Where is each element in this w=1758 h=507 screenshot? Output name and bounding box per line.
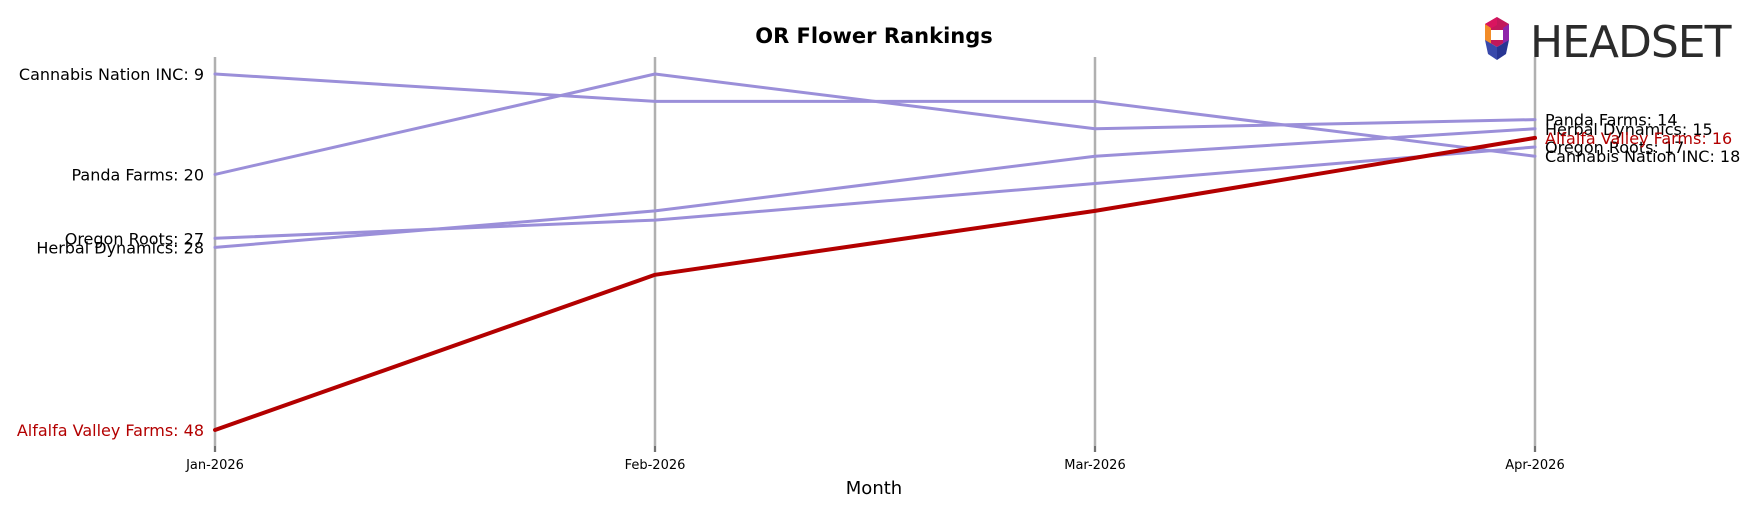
headset-logo: HEADSET xyxy=(1485,17,1733,68)
x-tick-label: Mar-2026 xyxy=(1064,458,1125,473)
logo-text: HEADSET xyxy=(1530,17,1732,68)
x-tick-label: Jan-2026 xyxy=(185,458,244,473)
series-end-label: Herbal Dynamics: 15 xyxy=(1545,120,1713,139)
x-tick-label: Apr-2026 xyxy=(1505,458,1564,473)
chart-title: OR Flower Rankings xyxy=(755,24,993,48)
series-start-label: Herbal Dynamics: 28 xyxy=(36,238,204,257)
series-start-label: Cannabis Nation INC: 9 xyxy=(19,65,204,84)
series-line xyxy=(213,72,1537,158)
series-start-label: Oregon Roots: 27 xyxy=(65,229,204,248)
series-line xyxy=(213,72,1537,176)
series-end-label: Alfalfa Valley Farms: 16 xyxy=(1545,129,1732,148)
x-tick-label: Feb-2026 xyxy=(625,458,686,473)
series-start-label: Panda Farms: 20 xyxy=(71,165,204,184)
series-line xyxy=(213,135,1537,432)
grid-lines xyxy=(213,57,1537,452)
series-start-label: Alfalfa Valley Farms: 48 xyxy=(17,421,204,440)
x-axis-ticks: Jan-2026 Feb-2026 Mar-2026 Apr-2026 xyxy=(185,446,1565,473)
series-end-label: Oregon Roots: 17 xyxy=(1545,138,1684,157)
series-line xyxy=(213,127,1537,249)
series-line xyxy=(213,145,1537,240)
logo-mark-icon xyxy=(1485,17,1509,60)
series-end-label: Panda Farms: 14 xyxy=(1545,111,1678,130)
x-axis-title: Month xyxy=(846,478,902,499)
series-end-label: Cannabis Nation INC: 18 xyxy=(1545,147,1740,166)
series-lines xyxy=(213,72,1537,432)
series-labels: Cannabis Nation INC: 9 Cannabis Nation IN… xyxy=(17,65,1740,440)
